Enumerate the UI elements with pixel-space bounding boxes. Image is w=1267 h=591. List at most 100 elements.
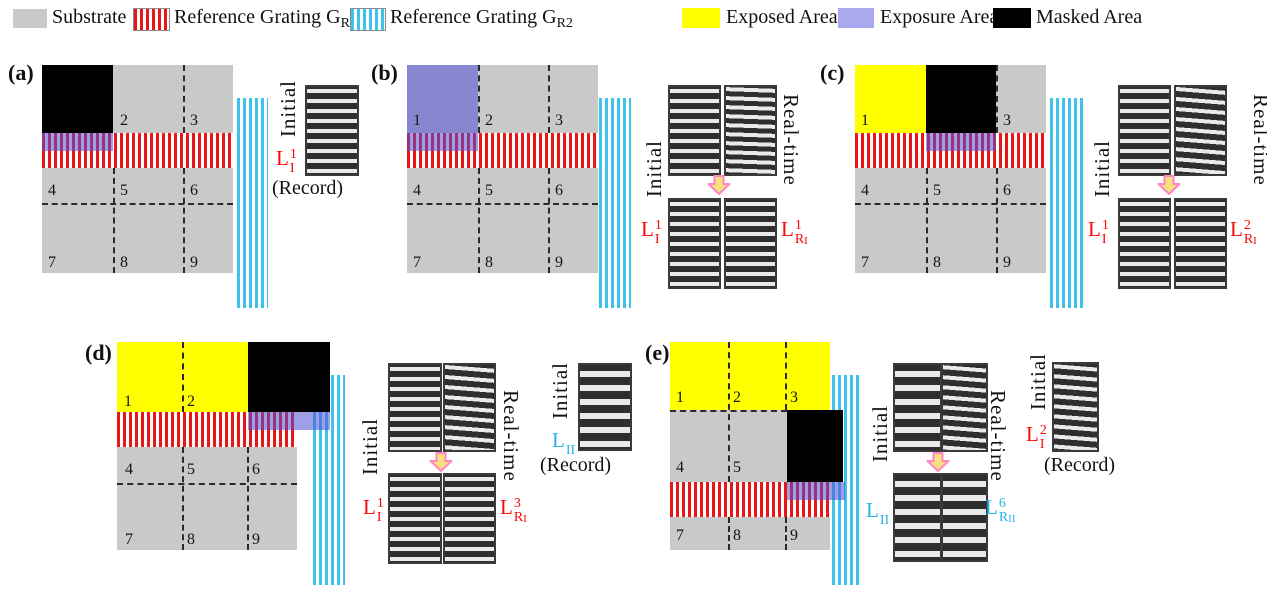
patch-stripes <box>390 365 440 450</box>
down-arrow-icon <box>429 452 453 472</box>
patch-stripes <box>445 365 494 450</box>
patch-stripes <box>1120 87 1169 174</box>
cell-number: 3 <box>1003 112 1011 129</box>
patch-stripes <box>580 365 630 449</box>
legend-swatch-grating-r2 <box>350 8 386 31</box>
grating-label: L 1 I <box>276 146 297 176</box>
cell-number: 4 <box>125 461 133 478</box>
grating-patch <box>724 85 777 176</box>
cell-number: 7 <box>48 254 56 271</box>
patch-stripes <box>943 365 986 450</box>
cell-number: 3 <box>190 112 198 129</box>
patch-stripes <box>445 475 494 562</box>
masked-cell <box>248 342 330 412</box>
grating-patch <box>1174 85 1227 176</box>
initial-label: Initial <box>358 418 382 476</box>
cell-number: 9 <box>555 254 563 271</box>
grating-patch <box>941 363 988 452</box>
patch-stripes <box>1176 87 1225 174</box>
grid-dashed-line <box>407 203 598 205</box>
masked-cell <box>42 65 113 133</box>
legend-label-exposure: Exposure Area <box>880 6 999 28</box>
grid-dashed-line <box>117 483 297 485</box>
record-caption: (Record) <box>540 454 612 476</box>
cell-number: 9 <box>1003 254 1011 271</box>
realtime-label: Real-time <box>499 390 523 482</box>
panel-e-label: (e) <box>645 340 670 365</box>
cell-number: 7 <box>861 254 869 271</box>
grid-dashed-line <box>728 517 730 550</box>
patch-stripes <box>1176 200 1225 287</box>
grating-label: L 2 I <box>1026 422 1047 452</box>
exposure-overlay <box>926 133 996 151</box>
grid-dashed-line <box>183 65 185 133</box>
cell-number: 9 <box>252 531 260 548</box>
patch-stripes <box>670 87 719 174</box>
grid-dashed-line <box>728 342 730 482</box>
cell-number: 5 <box>485 182 493 199</box>
cell-number: 6 <box>555 182 563 199</box>
cell-number: 6 <box>190 182 198 199</box>
grid-dashed-line <box>855 203 1046 205</box>
grid-dashed-line <box>996 168 998 273</box>
cell-number: 2 <box>733 389 741 406</box>
grid-dashed-line <box>42 203 233 205</box>
cell-number: 8 <box>187 531 195 548</box>
cell-number: 7 <box>125 531 133 548</box>
grating-patch <box>388 473 442 564</box>
grating-patch <box>443 363 496 452</box>
patch-stripes <box>1054 364 1097 450</box>
panel-d-label: (d) <box>85 340 112 365</box>
legend-swatch-exposed <box>682 8 720 28</box>
cell-number: 8 <box>733 527 741 544</box>
cell-number: 2 <box>187 393 195 410</box>
patch-stripes <box>943 475 986 560</box>
grating-label: L 1 I <box>1088 217 1109 247</box>
legend-swatch-exposure <box>838 8 874 28</box>
cell-number: 7 <box>413 254 421 271</box>
initial-label: Initial <box>642 140 666 198</box>
cell-number: 1 <box>861 112 869 129</box>
grating-patch <box>893 363 942 452</box>
masked-cell <box>787 410 843 482</box>
legend-label-exposed: Exposed Area <box>726 6 838 28</box>
initial-label: Initial <box>1090 140 1114 198</box>
exposure-overlay <box>407 65 478 151</box>
cell-number: 4 <box>861 182 869 199</box>
grid-dashed-line <box>113 168 115 273</box>
cell-number: 9 <box>190 254 198 271</box>
grating-patch <box>1052 362 1099 452</box>
cell-number: 8 <box>120 254 128 271</box>
substrate-e: 1 2 3 4 5 7 8 9 <box>670 342 845 550</box>
grating-r2-bar-b <box>599 98 631 308</box>
realtime-label: Real-time <box>986 390 1010 482</box>
substrate-d: 1 2 4 5 6 7 8 9 <box>117 342 330 550</box>
grating-patch <box>305 85 359 176</box>
patch-stripes <box>670 200 719 287</box>
legend-swatch-substrate <box>13 9 47 28</box>
grid-dashed-line <box>548 65 550 133</box>
exposure-overlay <box>787 482 845 500</box>
grating-patch <box>1118 198 1171 289</box>
cell-number: 5 <box>187 461 195 478</box>
initial-label: Initial <box>276 80 300 138</box>
exposed-cell <box>855 65 926 133</box>
grating-patch <box>1118 85 1171 176</box>
grid-dashed-line <box>785 342 787 410</box>
grating-patch <box>941 473 988 562</box>
cell-number: 4 <box>676 459 684 476</box>
grating-label: L II <box>866 498 890 528</box>
down-arrow-icon <box>1157 175 1181 195</box>
cell-number: 5 <box>120 182 128 199</box>
initial-label: Initial <box>548 362 572 420</box>
legend-label-masked: Masked Area <box>1036 6 1143 28</box>
legend-label-substrate: Substrate <box>52 6 127 28</box>
exposure-overlay <box>42 133 113 151</box>
cell-number: 6 <box>252 461 260 478</box>
legend-swatch-masked <box>993 8 1031 28</box>
grid-dashed-line <box>247 447 249 550</box>
grating-r2-bar-a <box>237 98 268 308</box>
